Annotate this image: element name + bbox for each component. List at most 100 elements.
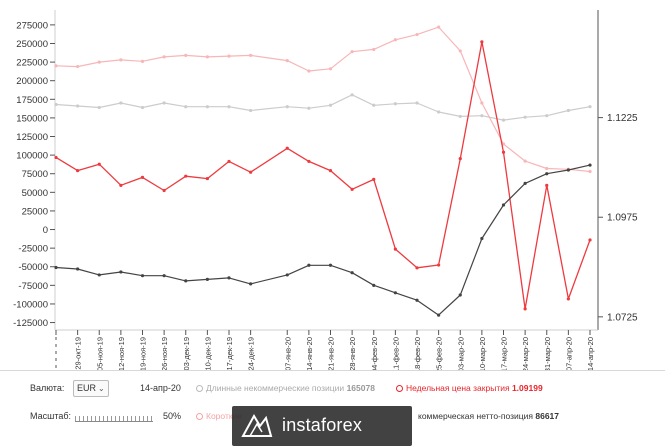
series-point-0 [140,105,145,110]
series-point-2 [350,187,354,191]
series-point-3 [501,203,506,207]
x-tick-label: 24-мар-20 [521,337,530,370]
series-point-2 [523,307,527,311]
series-point-2 [437,263,441,267]
y-tick-label: 50000 [22,188,48,199]
series-point-3 [588,163,592,167]
right-tick-label: 1.0975 [607,213,638,224]
series-point-1 [588,169,592,174]
x-tick-label: 04-фев-20 [370,337,379,370]
series-point-1 [249,53,253,57]
scale-value: 50% [163,411,182,421]
series-point-1 [350,50,354,54]
y-tick-label: -25000 [18,244,48,255]
series-point-3 [372,283,376,287]
watermark-text: instaforex [282,415,363,435]
series-point-1 [76,64,80,69]
x-tick-label: 25-фев-20 [435,337,444,370]
series-point-1 [205,55,209,59]
series-group [54,25,592,317]
y-tick-label: 75000 [22,169,48,180]
series-point-2 [76,168,80,173]
legend-close-marker-icon [396,385,403,393]
legend-long-marker-icon [196,385,203,393]
legend-net[interactable]: коммерческая нетто-позиция 86617 [418,407,559,425]
series-point-0 [249,108,253,113]
x-tick-label: 07-янв-20 [283,337,292,370]
y-tick-label: -100000 [13,299,48,310]
series-point-1 [140,59,145,63]
y-tick-label: -75000 [18,281,48,292]
x-tick-label: 17-дек-19 [225,337,234,370]
controls-panel: Валюта: EUR ⌄ 14-апр-20 Длинные некоммерч… [0,370,665,446]
x-tick-label: 07-апр-20 [564,337,573,370]
legend-close[interactable]: Недельная цена закрытия 1.09199 [396,379,543,397]
series-point-0 [458,114,462,119]
x-tick-label: 12-ноя-19 [117,337,126,370]
series-point-2 [307,159,311,164]
series-line-1 [55,26,591,173]
series-point-0 [97,105,101,110]
scale-slider[interactable] [75,413,153,422]
series-point-2 [328,168,333,173]
series-point-2 [97,162,101,166]
legend-short-marker-icon [196,413,203,421]
series-point-2 [285,146,289,150]
watermark-logo: instaforex [232,406,412,446]
series-point-0 [227,105,231,109]
legend-long-value: 165078 [346,383,375,393]
y-tick-label: -125000 [13,318,48,329]
series-point-1 [227,54,231,58]
series-point-0 [437,110,441,114]
legend-short[interactable]: Короткие [196,407,242,425]
series-point-1 [545,166,549,171]
series-point-3 [307,263,311,267]
series-point-1 [162,55,166,59]
x-tick-label: 29-окт-19 [74,337,83,370]
series-point-3 [437,313,441,317]
series-point-0 [76,104,80,108]
currency-value: EUR [77,383,97,393]
y-tick-label: 200000 [16,76,48,87]
series-point-2 [249,170,253,174]
series-point-2 [205,176,209,181]
legend-long[interactable]: Длинные некоммерческие позиции 165078 [196,379,375,397]
series-point-2 [393,247,397,251]
date-value: 14-апр-20 [140,383,181,393]
y-tick-label: 225000 [16,58,48,69]
cot-chart: 2750002500002250002000001750001500001250… [13,10,638,370]
x-tick-label: 11-фев-20 [391,337,400,370]
right-tick-label: 1.0725 [607,312,638,323]
series-point-3 [545,172,549,176]
series-point-1 [97,60,101,64]
right-axis: 1.1225 1.0975 1.0725 [598,113,638,323]
currency-select[interactable]: EUR ⌄ [73,380,109,397]
series-point-2 [415,266,419,270]
series-point-2 [458,157,462,161]
series-point-0 [480,114,484,118]
series-point-3 [458,293,462,297]
series-point-0 [350,93,354,97]
x-tick-label: 10-мар-20 [478,337,487,370]
series-point-0 [184,105,188,109]
series-point-2 [140,175,145,179]
series-point-0 [307,106,311,110]
series-point-2 [480,40,484,44]
y-tick-label: 150000 [16,113,48,124]
series-point-1 [458,49,462,53]
x-tick-label: 14-апр-20 [586,337,595,370]
y-tick-label: 275000 [16,20,48,31]
series-point-1 [393,38,397,42]
series-point-1 [307,69,311,73]
legend-short-label: Короткие [206,411,243,421]
series-point-1 [437,25,441,29]
series-point-3 [415,298,419,302]
y-tick-label: 100000 [16,151,48,162]
series-point-1 [523,159,527,163]
series-point-2 [119,183,123,187]
legend-long-label: Длинные некоммерческие позиции [206,383,345,393]
series-point-1 [372,47,376,52]
y-tick-label: 175000 [16,95,48,106]
x-tick-label: 03-дек-19 [182,337,191,370]
x-tick-label: 19-ноя-19 [139,337,148,370]
